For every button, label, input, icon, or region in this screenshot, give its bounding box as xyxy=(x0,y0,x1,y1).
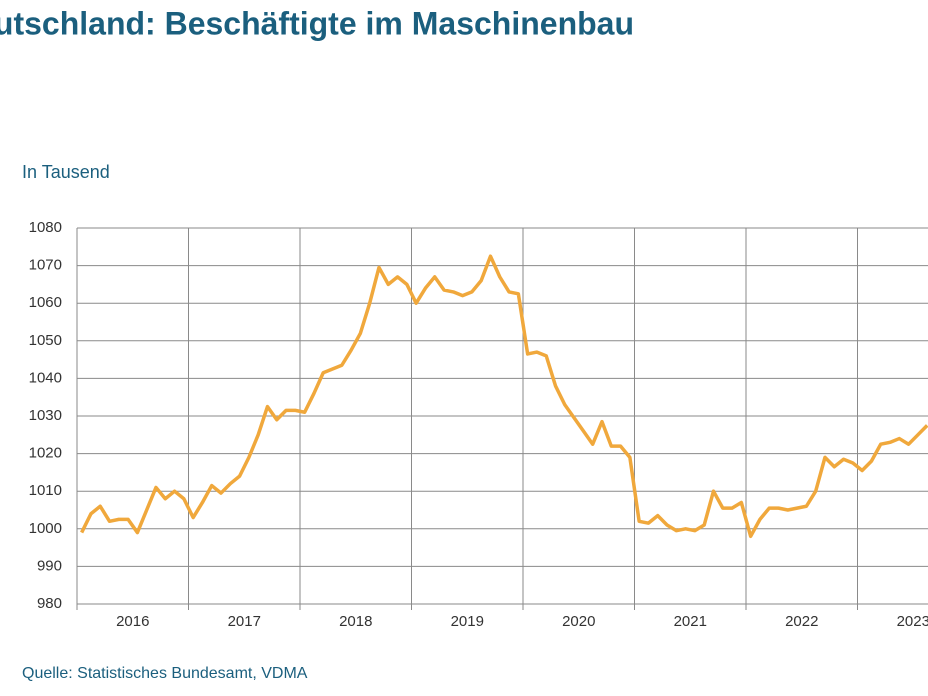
y-tick-label: 1030 xyxy=(29,407,62,424)
y-tick-label: 1000 xyxy=(29,520,62,537)
y-tick-label: 1070 xyxy=(29,257,62,274)
y-tick-label: 1010 xyxy=(29,482,62,499)
y-tick-label: 1050 xyxy=(29,332,62,349)
x-tick-label: 2018 xyxy=(339,613,372,630)
x-tick-label: 2023 xyxy=(897,613,928,630)
x-tick-label: 2021 xyxy=(674,613,707,630)
y-axis-label: In Tausend xyxy=(22,162,110,182)
y-tick-label: 990 xyxy=(37,557,62,574)
x-tick-label: 2017 xyxy=(228,613,261,630)
y-tick-label: 1040 xyxy=(29,369,62,386)
x-tick-label: 2020 xyxy=(562,613,595,630)
y-tick-label: 980 xyxy=(37,595,62,612)
x-tick-label: 2016 xyxy=(116,613,149,630)
x-tick-label: 2022 xyxy=(785,613,818,630)
source: Quelle: Statistisches Bundesamt, VDMA xyxy=(22,665,308,682)
x-tick-label: 2019 xyxy=(451,613,484,630)
line-series xyxy=(80,254,928,539)
chart-title: Deutschland: Beschäftigte im Maschinenba… xyxy=(0,5,634,41)
y-tick-label: 1080 xyxy=(29,219,62,236)
y-tick-label: 1060 xyxy=(29,294,62,311)
y-tick-label: 1020 xyxy=(29,445,62,462)
